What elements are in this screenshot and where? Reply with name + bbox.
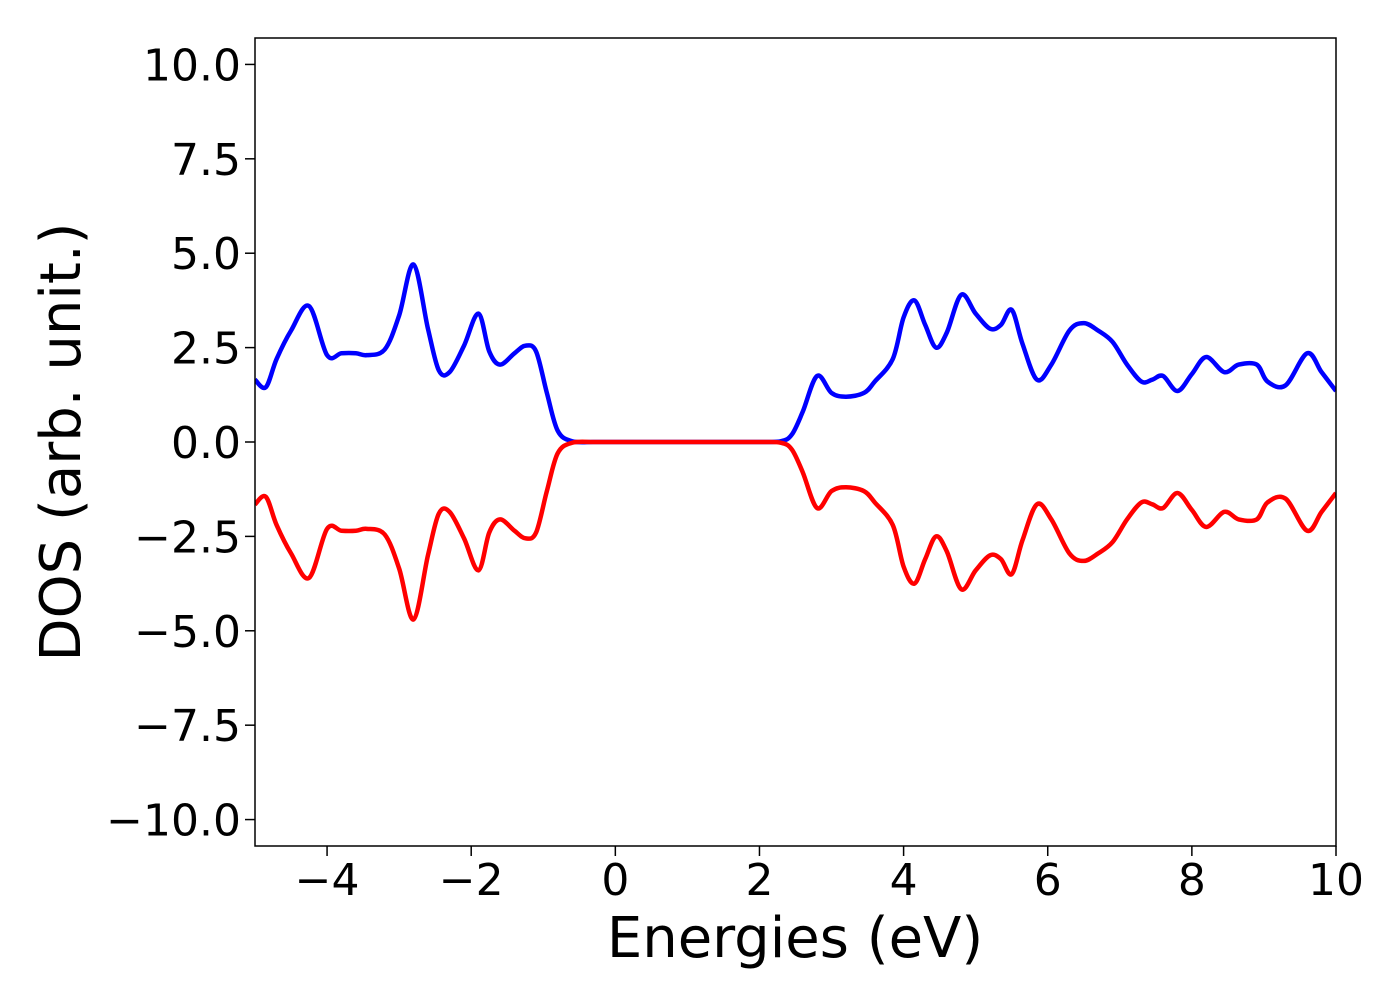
y-tick-label: −5.0 (134, 607, 241, 658)
x-tick-label: 6 (1034, 855, 1062, 906)
x-tick-label: 4 (890, 855, 918, 906)
y-tick-label: 7.5 (171, 135, 241, 186)
x-axis: −4 −2 0 2 4 6 8 10 (295, 846, 1364, 906)
series-layer (255, 262, 1336, 622)
y-tick-label: 0.0 (171, 418, 241, 469)
y-tick-label: 10.0 (143, 40, 241, 91)
x-tick-label: −2 (439, 855, 504, 906)
y-tick-label: −2.5 (134, 512, 241, 563)
series-line-1 (255, 262, 1336, 445)
y-tick-label: 2.5 (171, 324, 241, 375)
x-tick-label: −4 (295, 855, 360, 906)
y-tick-label: −10.0 (106, 796, 241, 847)
x-tick-label: 8 (1178, 855, 1206, 906)
y-axis: 10.0 7.5 5.0 2.5 0.0 −2.5 −5.0 −7.5 −10.0 (106, 40, 255, 847)
x-axis-label: Energies (eV) (607, 906, 983, 971)
y-tick-label: −7.5 (134, 701, 241, 752)
x-tick-label: 0 (601, 855, 629, 906)
y-tick-label: 5.0 (171, 229, 241, 280)
x-tick-label: 10 (1308, 855, 1364, 906)
y-axis-label: DOS (arb. unit.) (29, 222, 94, 661)
x-tick-label: 2 (745, 855, 773, 906)
series-line-2 (255, 439, 1336, 622)
